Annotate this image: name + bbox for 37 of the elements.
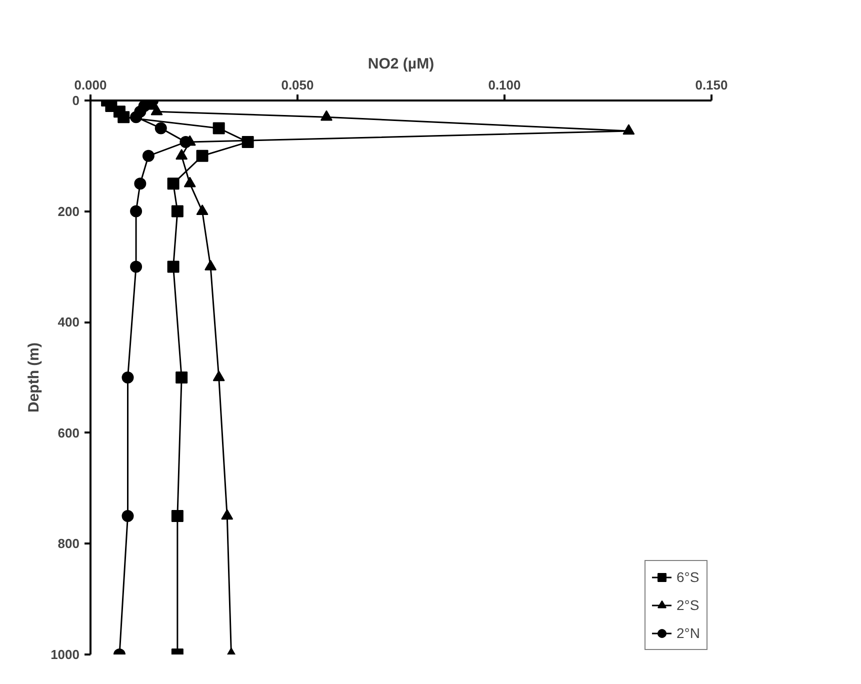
point: [142, 150, 154, 162]
point: [176, 372, 188, 384]
y-tick-label: 400: [58, 314, 80, 330]
point: [184, 176, 196, 188]
point: [180, 136, 192, 148]
point: [221, 509, 234, 520]
legend-label: 2°S: [676, 597, 700, 613]
y-axis-title: Depth (m): [26, 342, 43, 412]
point: [212, 122, 225, 134]
y-tick-label: 800: [58, 536, 80, 552]
x-tick-label: 0.150: [695, 78, 728, 92]
point: [196, 204, 208, 215]
point: [130, 260, 142, 273]
x-axis-title: NO2 (µM): [368, 56, 434, 72]
point: [212, 370, 225, 382]
point: [204, 260, 217, 270]
point: [154, 122, 167, 134]
point: [167, 260, 180, 273]
y-tick-label: 200: [58, 204, 80, 219]
point: [122, 372, 134, 384]
y-tick-label: 0: [72, 93, 80, 108]
point: [171, 205, 184, 218]
point: [134, 178, 146, 190]
y-tick-label: 1000: [50, 647, 80, 662]
point: [130, 205, 142, 218]
x-tick-label: 0.050: [281, 78, 314, 92]
point: [130, 111, 142, 124]
y-tick-label: 600: [58, 425, 80, 440]
point: [176, 149, 188, 160]
point: [118, 111, 130, 124]
point: [196, 150, 208, 162]
x-tick-label: 0.100: [488, 78, 521, 92]
point: [622, 124, 635, 135]
point: [167, 178, 180, 190]
legend-label: 6°S: [676, 569, 700, 585]
legend-label: 2°N: [676, 625, 700, 641]
x-tick-label: 0.000: [74, 78, 107, 92]
